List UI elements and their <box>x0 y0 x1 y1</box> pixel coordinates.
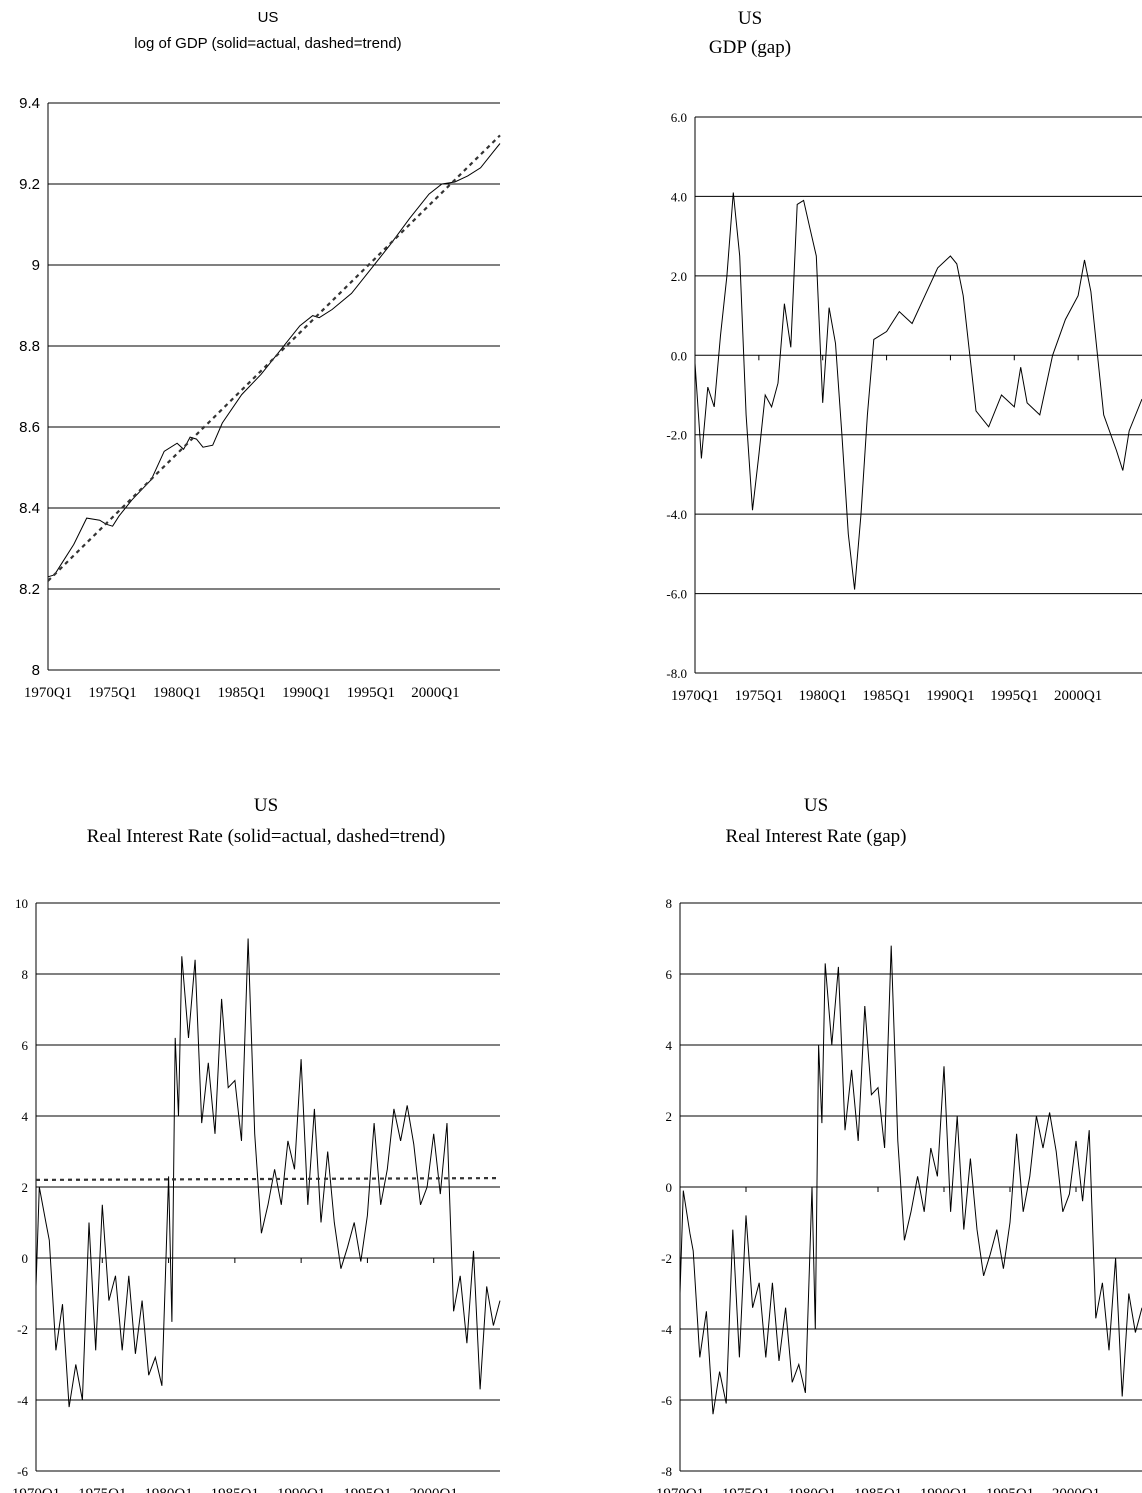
y-tick-label: 0 <box>22 1251 29 1266</box>
x-tick-label: 1985Q1 <box>862 688 910 704</box>
y-tick-label: 9.2 <box>19 176 40 193</box>
x-tick-label: 1970Q1 <box>24 685 72 701</box>
y-tick-label: 10 <box>15 896 28 911</box>
y-tick-label: -4 <box>17 1393 28 1408</box>
x-tick-label: 1995Q1 <box>990 688 1038 704</box>
chart-panel-gdp-gap: US GDP (gap) -8.0 -6.0 -4.0 -2.0 0.0 2.0 4.0 6.0 1… <box>570 0 1142 720</box>
x-tick-label: 1975Q1 <box>722 1486 770 1493</box>
x-tick-label: 1980Q1 <box>799 688 847 704</box>
chart-real-rate-svg: US Real Interest Rate (solid=actual, dash… <box>12 795 501 1493</box>
chart-title: US <box>258 9 279 26</box>
y-tick-label: 0.0 <box>671 348 687 363</box>
x-tick-label: 1995Q1 <box>347 685 395 701</box>
series-trend-line <box>35 1177 501 1181</box>
y-tick-label: -6 <box>661 1393 672 1408</box>
y-tick-label: 2 <box>22 1180 29 1195</box>
y-tick-label: 8.4 <box>19 500 40 517</box>
y-tick-label: 2.0 <box>671 269 687 284</box>
chart-panel-real-rate: US Real Interest Rate (solid=actual, dash… <box>0 780 560 1493</box>
chart-gdp-log-svg: US log of GDP (solid=actual, dashed=trend… <box>19 9 501 701</box>
y-tick-label: -4.0 <box>666 507 687 522</box>
x-tick-label: 1970Q1 <box>671 688 719 704</box>
x-tick-label: 1985Q1 <box>218 685 266 701</box>
x-tick-label: 1985Q1 <box>854 1486 902 1493</box>
y-tick-label: 4.0 <box>671 189 687 204</box>
y-tick-label: 8 <box>22 967 29 982</box>
y-tick-label: 9 <box>32 257 40 274</box>
y-tick-label: 6 <box>666 967 673 982</box>
y-tick-label: 8.2 <box>19 581 40 598</box>
chart-subtitle: GDP (gap) <box>709 37 791 58</box>
x-tick-label: 1985Q1 <box>211 1486 259 1493</box>
chart-subtitle: Real Interest Rate (gap) <box>726 826 907 847</box>
y-tick-label: 4 <box>666 1038 673 1053</box>
x-tick-label: 1980Q1 <box>153 685 201 701</box>
y-tick-label: 6 <box>22 1038 29 1053</box>
series-trend-line <box>47 134 501 582</box>
x-tick-label: 1970Q1 <box>12 1486 60 1493</box>
chart-gdp-gap-svg: US GDP (gap) -8.0 -6.0 -4.0 -2.0 0.0 2.0 4.0 6.0 1… <box>666 8 1142 704</box>
chart-title: US <box>738 8 762 29</box>
series-actual-line <box>679 945 1142 1415</box>
y-tick-label: -2 <box>17 1322 28 1337</box>
y-tick-label: 8 <box>32 662 40 679</box>
y-tick-label: 4 <box>22 1109 29 1124</box>
x-tick-label: 2000Q1 <box>1052 1486 1100 1493</box>
x-tick-label: 1980Q1 <box>144 1486 192 1493</box>
chart-subtitle: log of GDP (solid=actual, dashed=trend) <box>134 35 401 52</box>
y-tick-label: 0 <box>666 1180 673 1195</box>
chart-panel-gdp-log: US log of GDP (solid=actual, dashed=trend… <box>0 0 560 720</box>
y-tick-label: 9.4 <box>19 95 40 112</box>
x-tick-label: 2000Q1 <box>410 1486 458 1493</box>
x-tick-label: 2000Q1 <box>1054 688 1102 704</box>
y-tick-label: -6 <box>17 1464 28 1479</box>
chart-real-rate-gap-svg: US Real Interest Rate (gap) -8 -6 -4 -2 0 2 4 6 8 1… <box>656 795 1142 1493</box>
y-tick-label: -2.0 <box>666 428 687 443</box>
series-actual-line <box>694 192 1142 590</box>
y-tick-label: 2 <box>666 1109 673 1124</box>
chart-subtitle: Real Interest Rate (solid=actual, dashed… <box>87 826 446 847</box>
series-actual-line <box>35 938 501 1408</box>
x-tick-label: 2000Q1 <box>411 685 459 701</box>
y-tick-label: -8 <box>661 1464 672 1479</box>
y-tick-label: 6.0 <box>671 110 687 125</box>
x-tick-label: 1970Q1 <box>656 1486 704 1493</box>
y-tick-label: 8.6 <box>19 419 40 436</box>
x-tick-label: 1990Q1 <box>277 1486 325 1493</box>
y-tick-label: -8.0 <box>666 666 687 681</box>
x-tick-label: 1980Q1 <box>788 1486 836 1493</box>
x-tick-label: 1990Q1 <box>282 685 330 701</box>
x-tick-label: 1995Q1 <box>986 1486 1034 1493</box>
x-tick-label: 1990Q1 <box>920 1486 968 1493</box>
x-tick-label: 1975Q1 <box>735 688 783 704</box>
y-tick-label: 8 <box>666 896 673 911</box>
y-tick-label: -4 <box>661 1322 672 1337</box>
series-actual-line <box>47 143 501 578</box>
y-tick-label: -2 <box>661 1251 672 1266</box>
x-tick-label: 1990Q1 <box>926 688 974 704</box>
chart-title: US <box>254 795 278 816</box>
y-tick-label: 8.8 <box>19 338 40 355</box>
x-tick-label: 1975Q1 <box>78 1486 126 1493</box>
chart-panel-real-rate-gap: US Real Interest Rate (gap) -8 -6 -4 -2 0 2 4 6 8 1… <box>570 780 1142 1493</box>
x-tick-label: 1995Q1 <box>343 1486 391 1493</box>
chart-title: US <box>804 795 828 816</box>
x-tick-label: 1975Q1 <box>88 685 136 701</box>
y-tick-label: -6.0 <box>666 587 687 602</box>
